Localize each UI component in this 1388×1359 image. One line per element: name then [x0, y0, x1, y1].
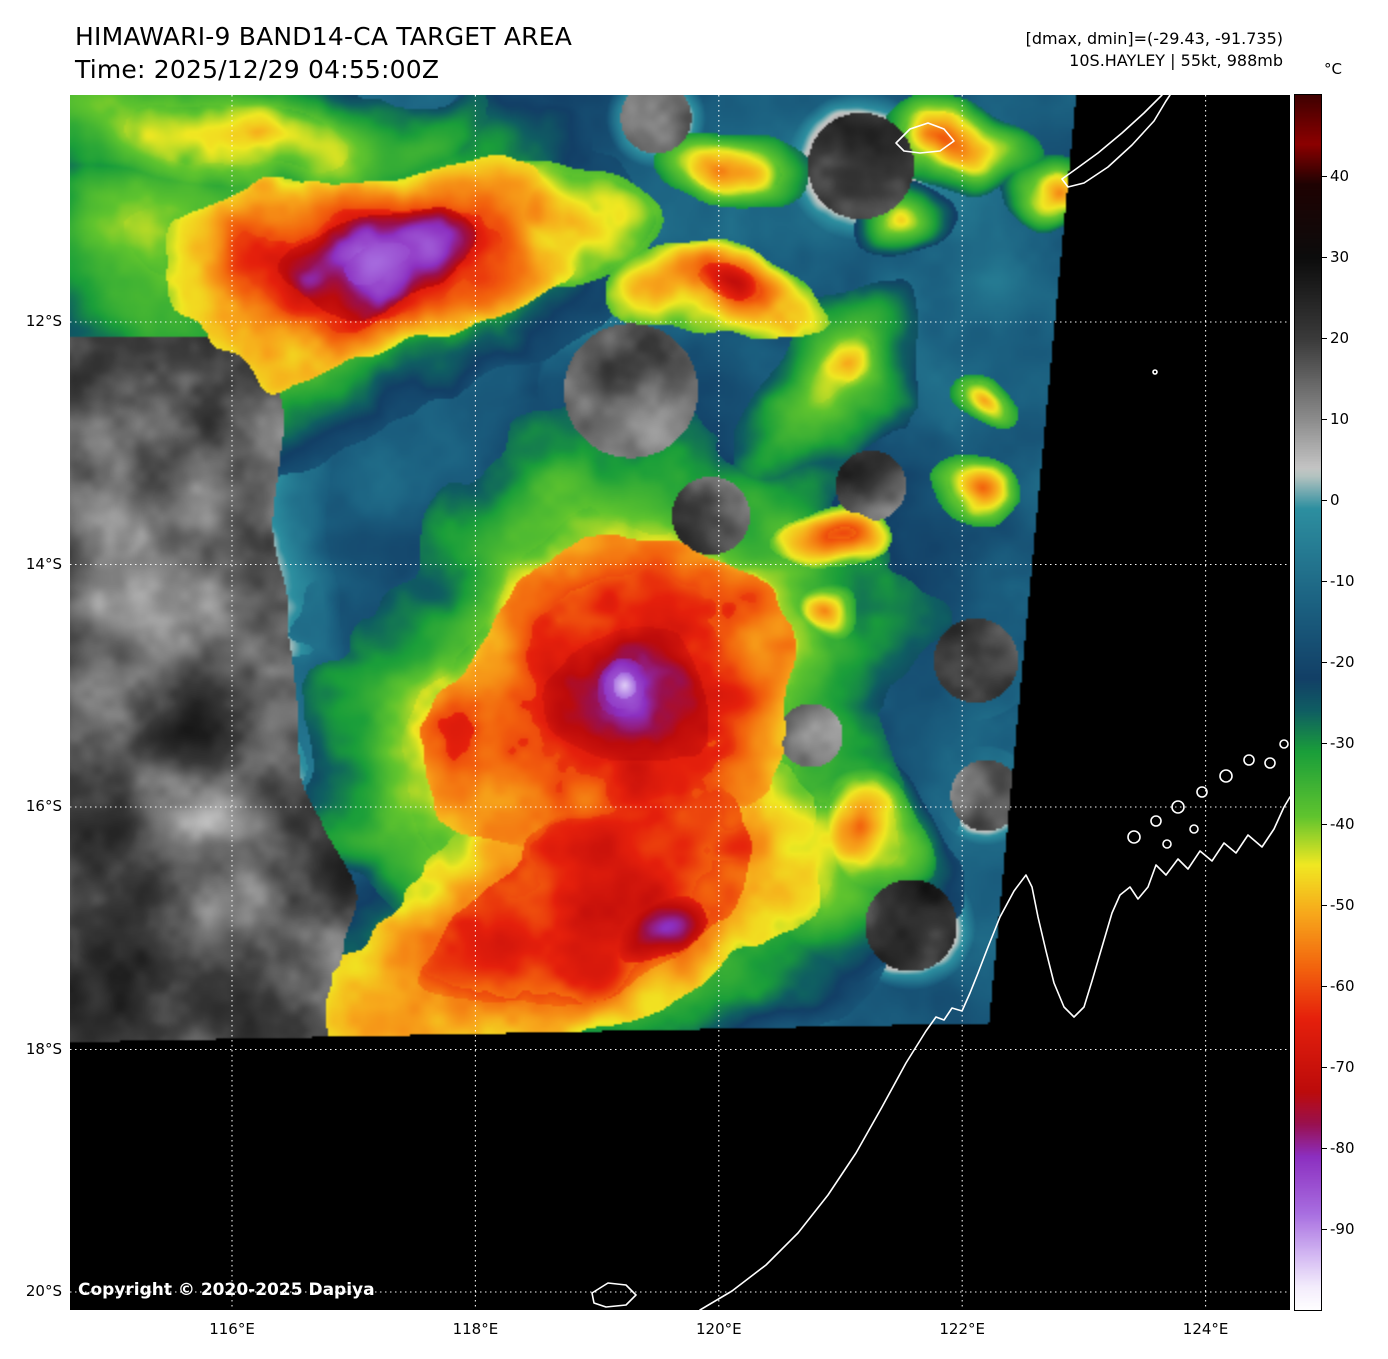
island [1171, 800, 1185, 814]
colorbar-tick-label: 30 [1330, 248, 1350, 266]
lat-tick-label: 20°S [25, 1282, 62, 1300]
island [1189, 824, 1199, 834]
island [1127, 830, 1141, 844]
copyright-notice: Copyright © 2020-2025 Dapiya [78, 1280, 375, 1300]
colorbar-tick-label: 40 [1330, 167, 1350, 185]
map-overlay [70, 95, 1290, 1310]
island [1162, 839, 1172, 849]
dmax-dmin-readout: [dmax, dmin]=(-29.43, -91.735) [1025, 29, 1283, 48]
colorbar-tick-label: -10 [1330, 572, 1355, 590]
colorbar-tick-mark [1322, 338, 1327, 339]
colorbar-tick-mark [1322, 500, 1327, 501]
colorbar-tick-mark [1322, 1229, 1327, 1230]
plot-area: Copyright © 2020-2025 Dapiya [70, 95, 1290, 1310]
figure-time: Time: 2025/12/29 04:55:00Z [75, 55, 440, 84]
lon-tick-label: 120°E [695, 1320, 742, 1338]
island [1150, 815, 1162, 827]
colorbar-tick-mark [1322, 581, 1327, 582]
colorbar-tick-mark [1322, 1148, 1327, 1149]
colorbar-tick-mark [1322, 176, 1327, 177]
lat-tick-label: 14°S [25, 554, 62, 573]
island [1243, 754, 1255, 766]
lat-tick-label: 16°S [25, 797, 62, 815]
colorbar-tick-mark [1322, 257, 1327, 258]
figure-title: HIMAWARI-9 BAND14-CA TARGET AREA [75, 22, 573, 51]
island [1219, 769, 1233, 783]
lat-tick-label: 12°S [25, 312, 62, 330]
island-dot [1152, 369, 1158, 375]
lon-tick-label: 118°E [452, 1320, 499, 1338]
island [1279, 739, 1289, 749]
colorbar-tick-label: -60 [1330, 977, 1355, 995]
colorbar-tick-mark [1322, 662, 1327, 663]
lon-tick-label: 116°E [209, 1320, 255, 1338]
info-readout: [dmax, dmin]=(-29.43, -91.735) 10S.HAYLE… [1026, 28, 1283, 72]
coastline-island [591, 1282, 637, 1308]
colorbar-tick-label: -90 [1330, 1220, 1355, 1238]
colorbar-tick-label: 10 [1330, 410, 1350, 428]
colorbar-tick-label: -40 [1330, 815, 1355, 833]
satellite-image-canvas [70, 95, 1290, 1310]
colorbar-tick-mark [1322, 743, 1327, 744]
colorbar [1294, 94, 1322, 1311]
colorbar-tick-mark [1322, 986, 1327, 987]
lon-tick-label: 124°E [1182, 1320, 1229, 1338]
colorbar-tick-label: -70 [1330, 1058, 1355, 1076]
coastline-mainland [699, 796, 1290, 1310]
colorbar-tick-label: 20 [1330, 329, 1350, 347]
colorbar-tick-mark [1322, 1067, 1327, 1068]
colorbar-tick-mark [1322, 905, 1327, 906]
colorbar-tick-mark [1322, 824, 1327, 825]
coastline-timor [1061, 95, 1171, 188]
colorbar-tick-mark [1322, 419, 1327, 420]
colorbar-tick-label: -80 [1330, 1139, 1355, 1157]
colorbar-tick-label: -30 [1330, 734, 1355, 752]
colorbar-tick-label: 0 [1330, 491, 1340, 509]
lat-tick-label: 18°S [25, 1039, 62, 1058]
island [1196, 786, 1208, 798]
storm-info-readout: 10S.HAYLEY | 55kt, 988mb [1069, 51, 1283, 70]
colorbar-gradient [1295, 95, 1321, 1310]
header: HIMAWARI-9 BAND14-CA TARGET AREA Time: 2… [75, 20, 572, 86]
map-gridlines [70, 95, 1290, 1310]
colorbar-tick-label: -20 [1330, 653, 1355, 671]
lon-tick-label: 122°E [939, 1320, 985, 1338]
colorbar-unit-label: °C [1324, 60, 1342, 78]
island [1264, 757, 1276, 769]
colorbar-tick-label: -50 [1330, 896, 1355, 914]
coastline [591, 95, 1290, 1310]
coastline-island [895, 122, 955, 154]
